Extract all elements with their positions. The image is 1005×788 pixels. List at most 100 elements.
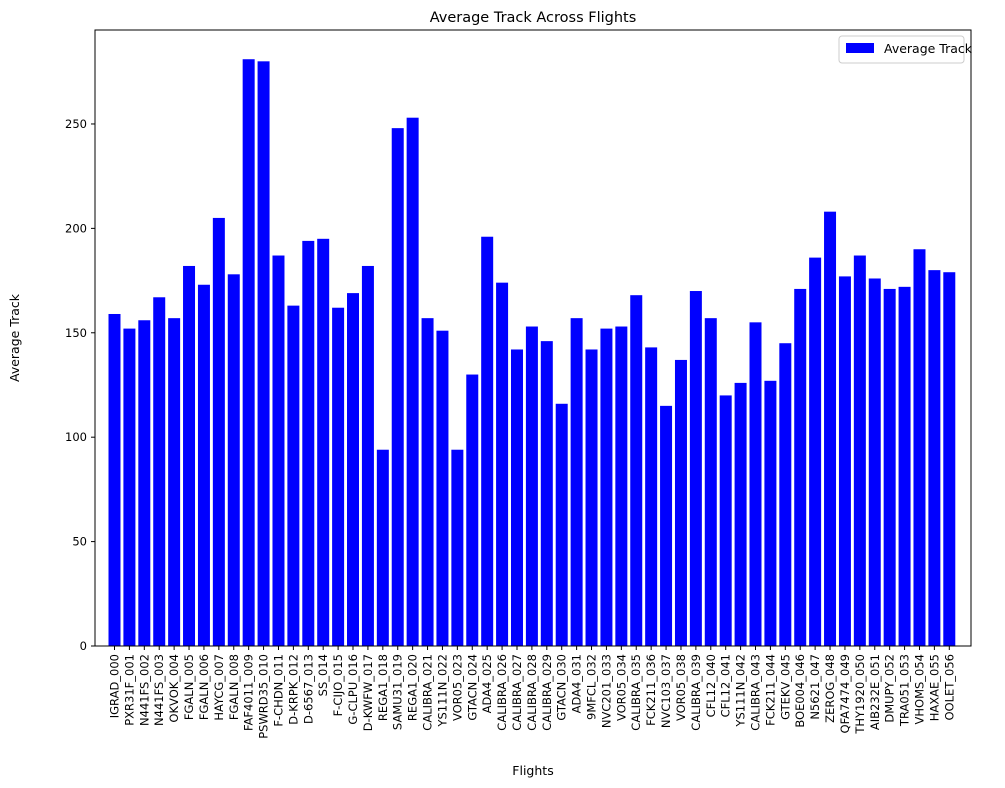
- bar-QFA7474_049: [838, 276, 851, 646]
- x-tick-label: CALIBRA_039: [689, 654, 703, 731]
- x-tick-label: CALIBRA_027: [510, 654, 524, 731]
- x-tick-label: SS_014: [316, 654, 330, 696]
- x-axis: IGRAD_000 PXR31F_001 N441FS_002 N441FS_003 O…: [108, 646, 956, 739]
- x-tick-label: D-6567_013: [301, 654, 315, 724]
- x-tick-label: FCK211_044: [763, 654, 777, 726]
- bar-CALIBRA_035: [630, 295, 643, 646]
- x-tick-label: F-CHDN_011: [271, 654, 285, 727]
- bar-F-CHDN_011: [272, 255, 285, 646]
- x-tick-label: FGALN_006: [197, 654, 211, 720]
- x-tick-label: GTEKV_045: [778, 654, 792, 720]
- x-tick-label: YS111N_022: [435, 654, 449, 728]
- x-tick-label: HAYCG_007: [212, 654, 226, 721]
- bar-CALIBRA_027: [510, 349, 523, 646]
- bar-G-CLPU_016: [347, 293, 360, 646]
- x-tick-label: N441FS_002: [137, 654, 151, 726]
- legend-box: [838, 35, 965, 64]
- x-tick-label: BOE004_046: [793, 654, 807, 728]
- x-tick-label: CALIBRA_043: [749, 654, 763, 731]
- x-tick-label: CFL12_041: [719, 654, 733, 717]
- x-tick-label: VOR05_038: [674, 654, 688, 721]
- x-tick-label: CALIBRA_026: [495, 654, 509, 731]
- x-tick-label: NVC201_033: [599, 654, 613, 728]
- x-tick-label: CALIBRA_021: [421, 654, 435, 731]
- x-tick-label: FGALN_008: [227, 654, 241, 720]
- x-tick-label: ZEROG_048: [823, 654, 837, 723]
- x-tick-label: VHOMS_054: [912, 654, 926, 725]
- x-tick-label: REGA1_018: [376, 654, 390, 721]
- bar-D-KRPK_012: [287, 305, 300, 646]
- bar-HAYCG_007: [212, 217, 225, 646]
- x-tick-label: AIB232E_051: [868, 654, 882, 730]
- bar-CALIBRA_043: [749, 322, 762, 646]
- bar-GTACN_030: [555, 403, 568, 646]
- x-tick-label: DMUPY_052: [883, 654, 897, 723]
- y-axis: 0 50 100 150 200 250: [65, 117, 95, 653]
- x-tick-label: VOR05_023: [450, 654, 464, 721]
- x-tick-label: REGA1_020: [406, 654, 420, 721]
- bar-THY1920_050: [853, 255, 866, 646]
- x-tick-label: SAMU31_019: [391, 654, 405, 730]
- x-tick-label: IGRAD_000: [108, 654, 122, 718]
- y-tick-label: 250: [65, 117, 87, 131]
- y-tick-label: 50: [72, 535, 87, 549]
- x-tick-label: NVC103_037: [659, 654, 673, 728]
- bar-VOR05_023: [451, 449, 464, 646]
- bar-FGALN_008: [227, 274, 240, 646]
- plot-frame: [94, 29, 972, 647]
- x-tick-label: PXR31F_001: [122, 654, 136, 726]
- x-tick-label: FGALN_005: [182, 654, 196, 720]
- x-axis-title: Flights: [512, 763, 553, 778]
- x-tick-label: N441FS_003: [152, 654, 166, 726]
- bar-NVC201_033: [600, 328, 613, 646]
- y-tick-label: 100: [65, 430, 87, 444]
- bar-OKVOK_004: [168, 318, 181, 646]
- x-tick-label: HAXAE_055: [927, 654, 941, 721]
- bar-N5621_047: [809, 257, 822, 646]
- bar-CALIBRA_026: [496, 282, 509, 646]
- legend-swatch: [846, 43, 874, 53]
- x-tick-label: 9MFCL_032: [585, 654, 599, 720]
- bar-N441FS_003: [153, 297, 166, 646]
- x-tick-label: ADA4_025: [480, 654, 494, 713]
- bar-DMUPY_052: [883, 288, 896, 646]
- bar-SS_014: [317, 238, 330, 646]
- bar-FGALN_005: [183, 265, 196, 646]
- x-tick-label: N5621_047: [808, 654, 822, 720]
- legend-label: Average Track: [884, 41, 973, 56]
- chart-title: Average Track Across Flights: [430, 10, 637, 26]
- x-tick-label: THY1920_050: [853, 654, 867, 735]
- x-tick-label: CALIBRA_029: [540, 654, 554, 731]
- x-tick-label: FAF4011_009: [242, 654, 256, 731]
- bar-9MFCL_032: [585, 349, 598, 646]
- x-tick-label: OOLET_056: [942, 654, 956, 721]
- legend: Average Track: [838, 35, 973, 64]
- bar-VHOMS_054: [913, 249, 926, 646]
- bar-FCK211_044: [764, 380, 777, 646]
- x-tick-label: D-KRPK_012: [286, 654, 300, 725]
- x-tick-label: G-CLPU_016: [346, 654, 360, 725]
- bar-FCK211_036: [645, 347, 658, 646]
- x-tick-label: VOR05_034: [614, 654, 628, 721]
- bar-VOR05_038: [674, 359, 687, 646]
- y-axis-title: Average Track: [7, 293, 22, 382]
- bar-OOLET_056: [943, 272, 956, 646]
- bar-FGALN_006: [197, 284, 210, 646]
- bar-AIB232E_051: [868, 278, 881, 646]
- x-tick-label: CFL12_040: [704, 654, 718, 717]
- bar-CALIBRA_039: [689, 291, 702, 646]
- bar-TRA051_053: [898, 286, 911, 646]
- bar-D-KWFW_017: [361, 265, 374, 646]
- y-tick-label: 0: [80, 639, 87, 653]
- bar-FAF4011_009: [242, 59, 255, 647]
- bar-SAMU31_019: [391, 128, 404, 646]
- x-tick-label: GTACN_030: [555, 654, 569, 721]
- x-tick-label: CALIBRA_035: [629, 654, 643, 731]
- bar-YS111N_022: [436, 330, 449, 646]
- bar-CFL12_040: [704, 318, 717, 646]
- bar-NVC103_037: [660, 405, 673, 646]
- bars-group: [108, 59, 956, 647]
- x-tick-label: ADA4_031: [570, 654, 584, 713]
- x-tick-label: CALIBRA_028: [525, 654, 539, 731]
- bar-ADA4_025: [481, 236, 494, 647]
